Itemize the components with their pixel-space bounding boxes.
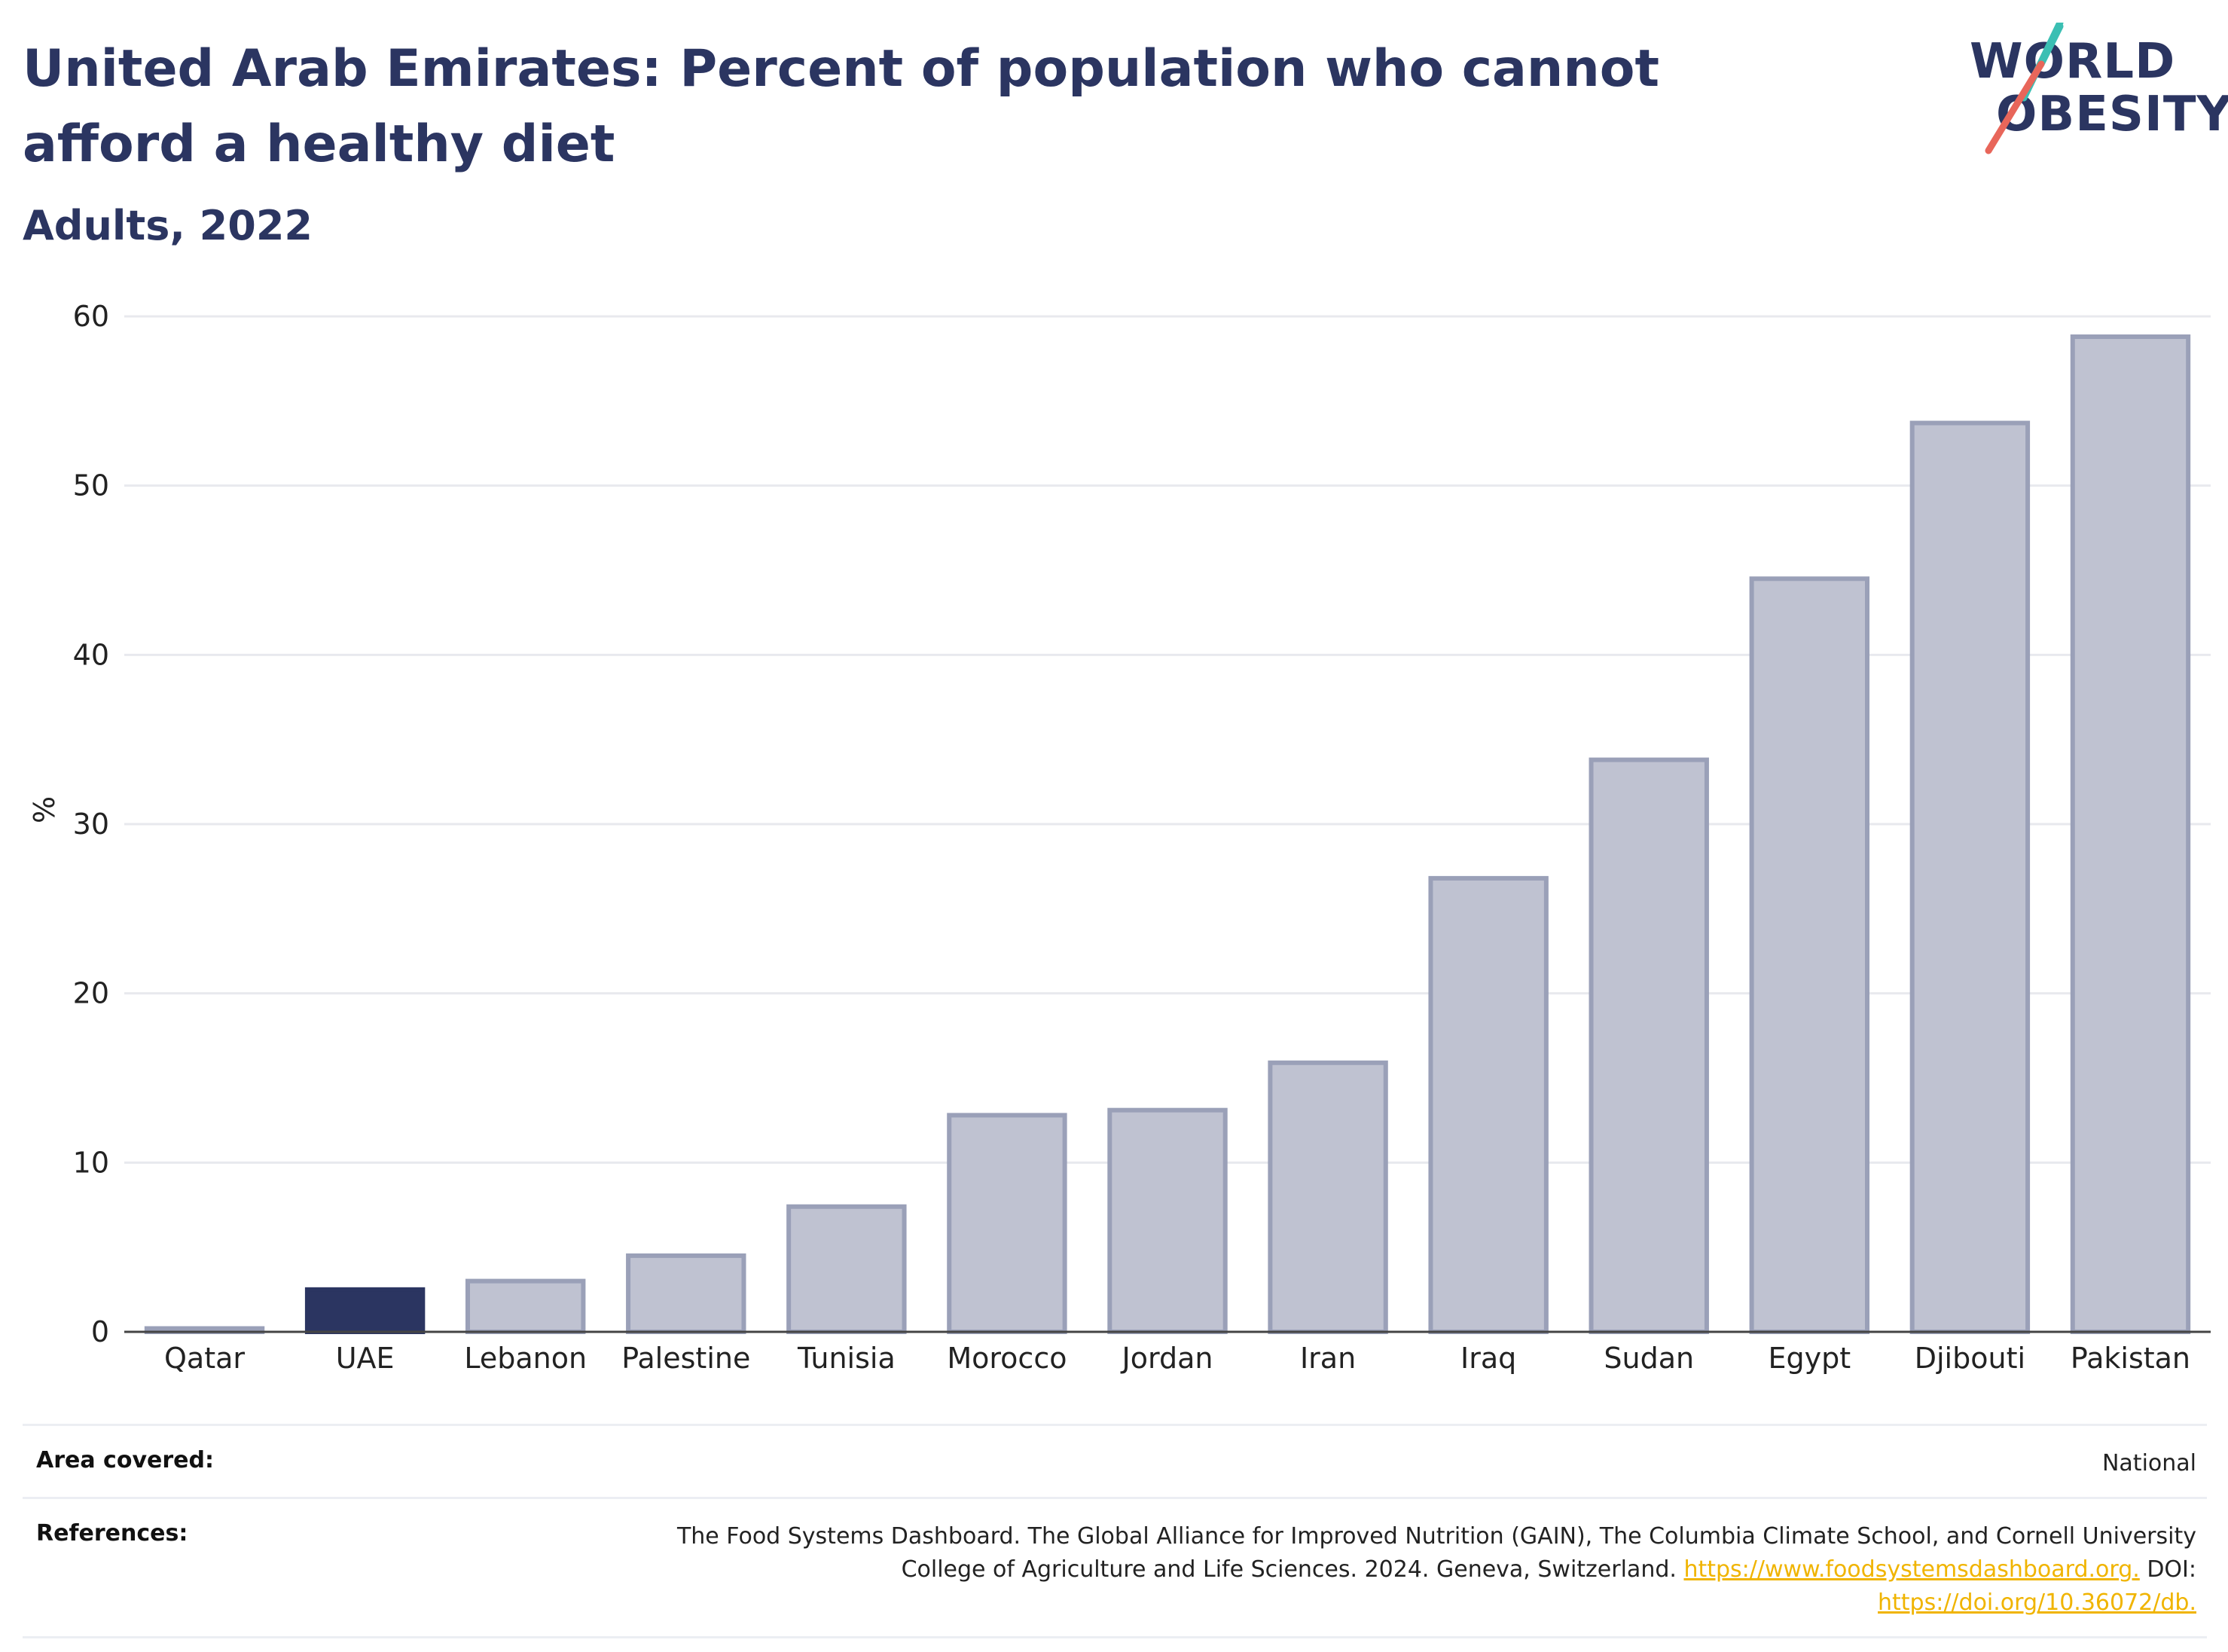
y-axis-label: % (28, 796, 61, 823)
grid-lines (124, 315, 2211, 1164)
x-axis-ticks: Qatar UAE Lebanon Palestine Tunisia Morocco Jo… (164, 1342, 2190, 1375)
bar-chart: 0 10 20 30 40 50 60 % Qatar UAE Lebanon Palestine… (28, 300, 2211, 1375)
y-tick-label: 20 (73, 977, 109, 1010)
reference-text-1: The Food Systems Dashboard. The Global A… (676, 1523, 2196, 1550)
bar-iran[interactable] (1268, 1060, 1388, 1335)
bar-pakistan[interactable] (2070, 334, 2191, 1335)
x-tick-label: Djibouti (1915, 1342, 2025, 1375)
y-tick-label: 40 (73, 638, 109, 671)
y-tick-label: 30 (73, 808, 109, 841)
area-covered-value: National (2101, 1450, 2196, 1476)
x-tick-label: Tunisia (797, 1342, 896, 1375)
x-tick-label: Egypt (1768, 1342, 1851, 1375)
bar-iraq[interactable] (1428, 875, 1549, 1334)
bar-uae[interactable] (304, 1287, 426, 1335)
area-covered-row: Area covered: National (23, 1424, 2207, 1497)
logo-slash-icon (1985, 23, 2064, 154)
references-row: References: The Food Systems Dashboard. … (23, 1497, 2207, 1638)
x-tick-label: Pakistan (2071, 1342, 2190, 1375)
x-tick-label: Lebanon (464, 1342, 587, 1375)
x-tick-label: Jordan (1121, 1342, 1213, 1375)
bar-palestine[interactable] (626, 1253, 746, 1335)
references-value: The Food Systems Dashboard. The Global A… (677, 1520, 2196, 1620)
reference-text-2: College of Agriculture and Life Sciences… (901, 1556, 1677, 1583)
x-tick-label: Morocco (947, 1342, 1067, 1375)
references-label: References: (36, 1520, 188, 1547)
y-tick-label: 0 (91, 1315, 109, 1348)
bar-jordan[interactable] (1107, 1107, 1228, 1334)
logo-word-obesity: OBESITY (1996, 87, 2228, 142)
bar-djibouti[interactable] (1909, 420, 2031, 1334)
y-tick-label: 10 (73, 1146, 109, 1179)
bar-lebanon[interactable] (465, 1278, 586, 1334)
world-obesity-logo: WORLD OBESITY (1970, 23, 2228, 158)
chart-subtitle: Adults, 2022 (23, 202, 313, 249)
area-covered-label: Area covered: (36, 1447, 214, 1473)
bar-sudan[interactable] (1589, 757, 1709, 1334)
x-tick-label: Sudan (1604, 1342, 1694, 1375)
reference-link-dashboard[interactable]: https://www.foodsystemsdashboard.org. (1683, 1556, 2140, 1583)
x-tick-label: UAE (336, 1342, 395, 1375)
logo-word-world: WORLD (1970, 34, 2176, 90)
x-tick-label: Iran (1300, 1342, 1356, 1375)
reference-doi-label: DOI: (2147, 1556, 2196, 1583)
x-tick-label: Qatar (164, 1342, 245, 1375)
chart-title: United Arab Emirates: Percent of populat… (23, 39, 1659, 174)
y-tick-label: 50 (73, 469, 109, 502)
bars (144, 334, 2191, 1335)
bar-morocco[interactable] (947, 1113, 1067, 1334)
x-tick-label: Palestine (621, 1342, 750, 1375)
reference-link-doi[interactable]: https://doi.org/10.36072/db. (1878, 1589, 2196, 1616)
y-axis-ticks: 0 10 20 30 40 50 60 (73, 300, 109, 1348)
chart-footer: Area covered: National References: The F… (23, 1424, 2207, 1638)
x-tick-label: Iraq (1460, 1342, 1516, 1375)
bar-tunisia[interactable] (786, 1204, 907, 1335)
y-tick-label: 60 (73, 300, 109, 333)
bar-egypt[interactable] (1749, 576, 1870, 1334)
